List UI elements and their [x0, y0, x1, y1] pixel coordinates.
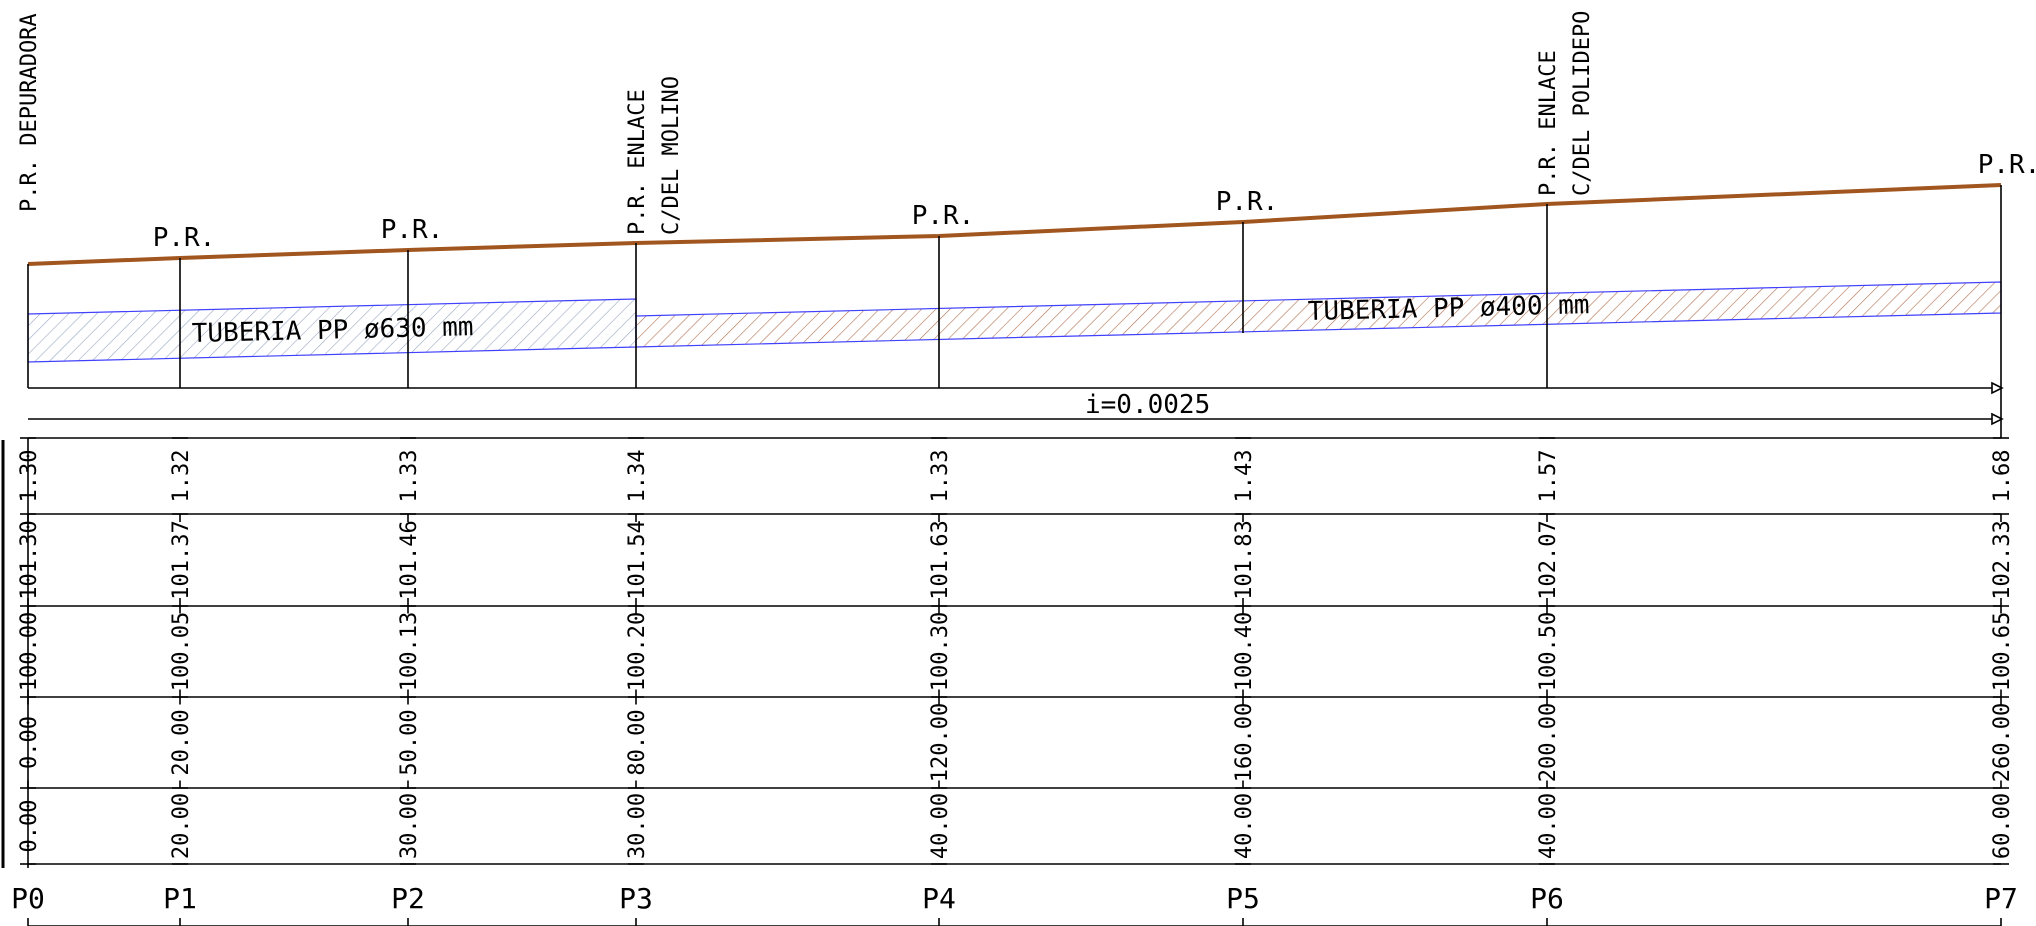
station-top-label: P.R.	[912, 201, 975, 231]
table-value-depth: 1.30	[17, 450, 42, 503]
pipe-sections: TUBERIA PP ø630 mm TUBERIA PP ø400 mm	[27, 281, 2002, 363]
station-p0: P.R. DEPURADORA 1.30 101.30 100.00 0.00 0.00 P…	[11, 13, 45, 926]
station-top-label: C/DEL POLIDEPO	[1570, 11, 1595, 196]
table-value-origin: 80.00	[625, 709, 650, 775]
station-top-label: P.R.	[1216, 187, 1279, 217]
table-value-partial: 40.00	[928, 793, 953, 859]
table-value-invert: 100.20	[625, 612, 650, 691]
station-p4: P.R. 1.33 101.63 100.30 120.00 40.00 P4	[912, 201, 975, 926]
table-value-origin: 160.00	[1232, 703, 1257, 782]
table-value-origin: 120.00	[928, 703, 953, 782]
pipe-630-label: TUBERIA PP ø630 mm	[191, 312, 473, 349]
station-top-label: P.R.	[1978, 150, 2036, 180]
station-top-label: P.R. ENLACE	[625, 89, 650, 235]
table-value-partial: 30.00	[397, 793, 422, 859]
station-p5: P.R. 1.43 101.83 100.40 160.00 40.00 P5	[1216, 187, 1279, 926]
table-value-terrain: 101.37	[169, 520, 194, 599]
table-value-origin: 50.00	[397, 709, 422, 775]
station-id: P4	[922, 882, 956, 915]
station-top-label: P.R.	[153, 223, 216, 253]
station-top-label: C/DEL MOLINO	[659, 76, 684, 235]
table-value-depth: 1.33	[397, 450, 422, 503]
station-p1: P.R. 1.32 101.37 100.05 20.00 20.00 P1	[153, 223, 216, 926]
guitar-table	[1, 437, 2001, 926]
station-id: P2	[391, 882, 425, 915]
table-value-terrain: 102.07	[1536, 520, 1561, 599]
table-value-depth: 1.34	[625, 450, 650, 503]
station-id: P3	[619, 882, 653, 915]
table-value-origin: 260.00	[1990, 703, 2015, 782]
table-value-invert: 100.30	[928, 612, 953, 691]
table-value-depth: 1.33	[928, 450, 953, 503]
table-value-invert: 100.05	[169, 612, 194, 691]
station-id: P5	[1226, 882, 1260, 915]
table-value-invert: 100.50	[1536, 612, 1561, 691]
table-value-terrain: 101.63	[928, 520, 953, 599]
table-value-terrain: 101.83	[1232, 520, 1257, 599]
station-top-label: P.R. DEPURADORA	[17, 13, 42, 212]
table-value-terrain: 101.54	[625, 520, 650, 599]
slope-indicator: i=0.0025	[28, 381, 2004, 426]
table-value-depth: 1.68	[1990, 450, 2015, 503]
table-value-depth: 1.43	[1232, 450, 1257, 503]
station-id: P0	[11, 882, 45, 915]
station-top-label: P.R.	[381, 215, 444, 245]
station-p7: P.R. 1.68 102.33 100.65 260.00 60.00 P7	[1978, 150, 2036, 926]
table-value-origin: 20.00	[169, 709, 194, 775]
table-value-terrain: 101.30	[17, 520, 42, 599]
slope-label: i=0.0025	[1085, 390, 1210, 420]
table-value-origin: 0.00	[17, 716, 42, 769]
station-p2: P.R. 1.33 101.46 100.13 50.00 30.00 P2	[381, 215, 444, 926]
table-value-partial: 60.00	[1990, 793, 2015, 859]
station-p6: P.R. ENLACE C/DEL POLIDEPO 1.57 102.07 100.5…	[1530, 11, 1595, 926]
table-value-terrain: 102.33	[1990, 520, 2015, 599]
table-value-depth: 1.32	[169, 450, 194, 503]
station-id: P1	[163, 882, 197, 915]
table-value-terrain: 101.46	[397, 520, 422, 599]
stations: P.R. DEPURADORA 1.30 101.30 100.00 0.00 0.00 P…	[11, 11, 2036, 926]
table-value-partial: 20.00	[169, 793, 194, 859]
table-value-partial: 40.00	[1232, 793, 1257, 859]
table-value-invert: 100.00	[17, 612, 42, 691]
table-value-partial: 40.00	[1536, 793, 1561, 859]
station-top-label: P.R. ENLACE	[1536, 50, 1561, 196]
terrain-line	[27, 183, 2002, 266]
table-value-partial: 0.00	[17, 800, 42, 853]
station-id: P7	[1984, 882, 2018, 915]
table-value-invert: 100.13	[397, 612, 422, 691]
station-verticals	[27, 185, 2002, 438]
table-value-invert: 100.65	[1990, 612, 2015, 691]
table-value-invert: 100.40	[1232, 612, 1257, 691]
pipe-400-label: TUBERIA PP ø400 mm	[1307, 290, 1589, 327]
station-p3: P.R. ENLACE C/DEL MOLINO 1.34 101.54 100.20 8…	[619, 76, 684, 926]
table-value-depth: 1.57	[1536, 450, 1561, 503]
table-value-origin: 200.00	[1536, 703, 1561, 782]
station-id: P6	[1530, 882, 1564, 915]
table-value-partial: 30.00	[625, 793, 650, 859]
